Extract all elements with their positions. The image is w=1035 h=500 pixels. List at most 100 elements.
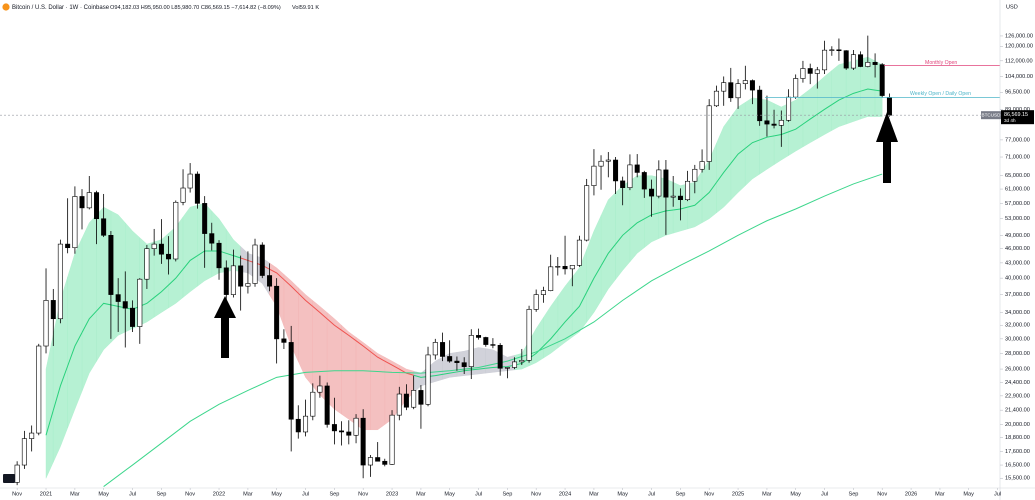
candle-body xyxy=(367,457,373,466)
arrow xyxy=(214,296,236,358)
x-tick-label: Nov xyxy=(704,491,714,497)
candle-body xyxy=(403,393,409,408)
y-tick-label: 120,000.00 xyxy=(1005,44,1033,50)
y-tick-label: 49,000.00 xyxy=(1005,233,1030,239)
candle-body xyxy=(865,62,871,67)
x-tick-label: May xyxy=(963,491,974,497)
x-tick-label: Jul xyxy=(821,491,828,497)
candle-body xyxy=(295,418,301,433)
candle-body xyxy=(879,64,885,96)
level-label: Monthly Open xyxy=(925,60,957,66)
candle-body xyxy=(281,338,287,343)
candle-body xyxy=(850,54,856,69)
candle-body xyxy=(346,431,352,436)
y-tick-label: 24,400.00 xyxy=(1005,380,1030,386)
cloud-line xyxy=(341,329,357,342)
cloud-line xyxy=(442,371,458,375)
candle-body xyxy=(101,218,107,236)
x-tick-label: 2024 xyxy=(559,491,571,497)
symbol-title: Bitcoin / U.S. Dollar · 1W · Coinbase xyxy=(12,5,110,11)
plot-area: Monthly Open Weekly Open / Daily Open xyxy=(0,35,1000,487)
candle-body xyxy=(569,265,575,270)
cloud-line xyxy=(744,139,760,149)
candle-body xyxy=(86,192,92,209)
candle-body xyxy=(43,300,49,347)
candle-body xyxy=(713,90,719,107)
candle-body xyxy=(432,342,438,356)
price-tag-label: 86,569.15 xyxy=(1004,112,1028,118)
y-tick-label: 61,000.00 xyxy=(1005,187,1030,193)
y-tick-label: 112,000.00 xyxy=(1005,58,1033,64)
candle-body xyxy=(735,83,741,99)
candle-body xyxy=(526,309,532,361)
candle-body xyxy=(389,414,395,465)
x-tick-label: Nov xyxy=(531,491,541,497)
cloud-line xyxy=(860,88,876,92)
x-tick-label: Jul xyxy=(302,491,309,497)
candle-body xyxy=(562,266,568,270)
cloud-line xyxy=(571,292,588,315)
cloud-line xyxy=(52,365,69,411)
candle-body xyxy=(721,82,727,92)
cloud-band xyxy=(831,62,847,131)
candle-body xyxy=(274,285,280,340)
candle-body xyxy=(584,185,590,241)
cloud-band xyxy=(730,102,746,201)
candle-body xyxy=(670,195,676,198)
x-tick-label: May xyxy=(790,491,801,497)
x-tick-label: Mar xyxy=(416,491,426,497)
candle-body xyxy=(807,68,813,74)
candle-body xyxy=(115,294,121,302)
x-tick-label: Sep xyxy=(848,491,858,497)
x-tick-label: May xyxy=(271,491,282,497)
cloud-line xyxy=(312,306,328,320)
cloud-line xyxy=(845,90,861,98)
cloud-line xyxy=(615,228,631,245)
candle-body xyxy=(461,362,467,367)
x-tick-label: Mar xyxy=(762,491,772,497)
candle-body xyxy=(440,342,446,357)
cloud-line xyxy=(283,279,299,294)
candle-body xyxy=(800,68,806,79)
cloud-band xyxy=(182,204,198,298)
candle-body xyxy=(649,188,655,197)
candle-body xyxy=(230,265,236,295)
cloud-line xyxy=(600,243,616,266)
slow-ma-line xyxy=(103,173,883,487)
cloud-line xyxy=(802,113,818,125)
candle-body xyxy=(858,54,864,67)
candle-body xyxy=(418,390,424,405)
candle-body xyxy=(555,266,561,268)
y-tick-label: 22,900.00 xyxy=(1005,393,1030,399)
candle-body xyxy=(360,417,366,466)
x-tick-label: 2023 xyxy=(386,491,398,497)
candle-body xyxy=(764,120,770,125)
cloud-line xyxy=(168,268,184,286)
candle-body xyxy=(641,172,647,190)
x-tick-label: Jul xyxy=(129,491,136,497)
currency-label[interactable]: USD xyxy=(1006,4,1018,10)
y-tick-label: 53,000.00 xyxy=(1005,216,1030,222)
candle-body xyxy=(79,196,85,209)
candle-body xyxy=(288,342,294,420)
candle-body xyxy=(317,385,323,393)
cloud-line xyxy=(153,284,169,298)
candle-body xyxy=(512,361,518,368)
candle-body xyxy=(108,235,114,295)
x-tick-label: 2021 xyxy=(40,491,52,497)
cloud-line xyxy=(716,162,732,183)
candle-body xyxy=(267,275,273,287)
x-tick-label: May xyxy=(617,491,628,497)
y-tick-label: 26,000.00 xyxy=(1005,367,1030,373)
cloud-line xyxy=(557,313,573,331)
cloud-line xyxy=(45,410,54,436)
candle-body xyxy=(591,165,597,186)
candle-body xyxy=(252,244,258,284)
x-tick-label: Jul xyxy=(994,491,1001,497)
candle-body xyxy=(886,97,892,116)
x-tick-label: 2022 xyxy=(213,491,225,497)
cloud-line xyxy=(543,330,559,347)
x-tick-label: Jul xyxy=(648,491,655,497)
y-tick-label: 46,000.00 xyxy=(1005,246,1030,252)
